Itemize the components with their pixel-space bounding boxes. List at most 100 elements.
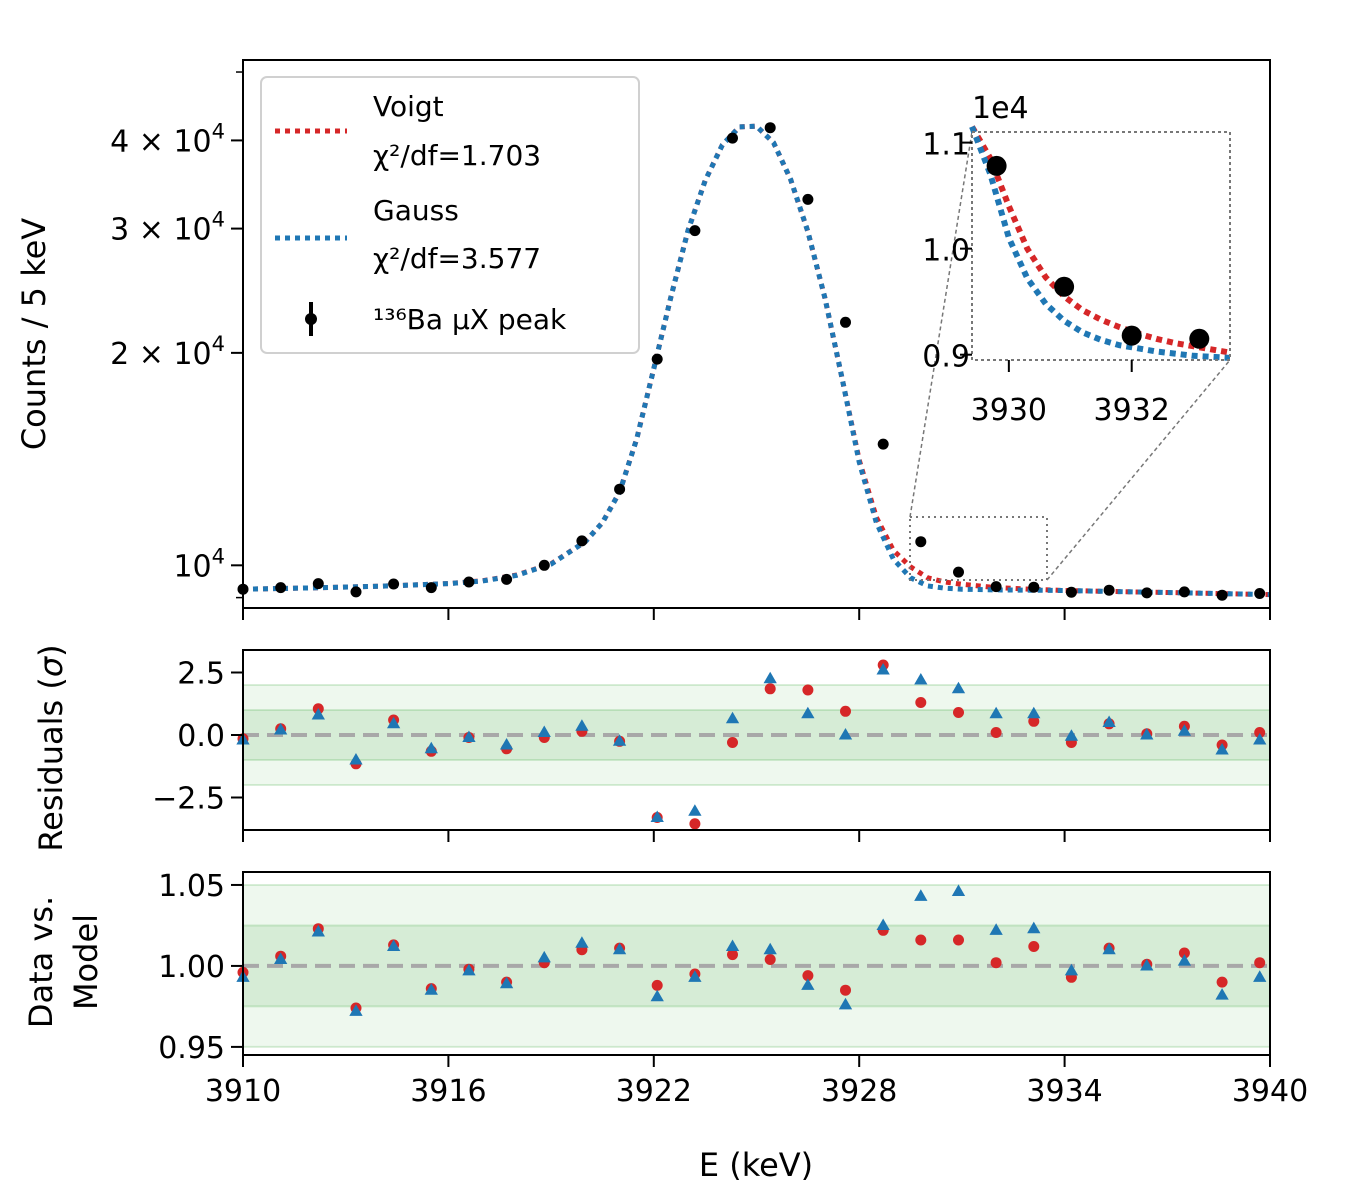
residuals-point-gauss bbox=[650, 810, 664, 823]
main-data-point bbox=[350, 586, 362, 598]
ratio-point-gauss bbox=[763, 942, 777, 955]
residuals-y-tick-label: 2.5 bbox=[177, 657, 225, 692]
residuals-panel: 2.5 0.0 −2.5 Residuals (σ) bbox=[32, 644, 1271, 852]
main-data-point bbox=[1065, 586, 1077, 598]
ratio-point-voigt bbox=[953, 934, 964, 946]
ratio-point-gauss bbox=[1102, 942, 1116, 955]
ratio-point-voigt bbox=[915, 934, 927, 946]
residuals-point-gauss bbox=[1215, 743, 1229, 755]
legend-data-marker bbox=[305, 313, 317, 325]
ratio-point-voigt bbox=[1178, 947, 1190, 959]
ratio-point-gauss bbox=[688, 970, 702, 982]
ratio-point-gauss bbox=[575, 936, 589, 948]
main-y-ticks: 104 2 × 104 3 × 104 4 × 104 bbox=[110, 71, 243, 599]
main-data-point bbox=[1141, 587, 1153, 599]
residuals-point-gauss bbox=[876, 663, 890, 675]
main-data-point bbox=[576, 535, 588, 547]
legend-box bbox=[260, 76, 640, 354]
main-plot-frame bbox=[242, 59, 1271, 609]
main-data-points bbox=[237, 122, 1266, 601]
residuals-point-gauss bbox=[688, 804, 702, 816]
inset-curve-voigt bbox=[969, 125, 1231, 356]
legend-gauss-chi2: χ²/df=3.577 bbox=[373, 242, 541, 275]
legend-gauss-title: Gauss bbox=[373, 194, 459, 227]
residuals-point-gauss bbox=[612, 734, 627, 746]
ratio-point-gauss bbox=[1064, 963, 1079, 976]
main-data-point bbox=[463, 576, 475, 588]
legend-data-label: ¹³⁶Ba μX peak bbox=[373, 303, 567, 336]
residuals-point-voigt bbox=[1254, 727, 1266, 738]
residuals-x-ticks bbox=[242, 830, 1271, 842]
inset-x-tick-label: 3932 bbox=[1094, 393, 1170, 428]
main-y-tick-label: 2 × 104 bbox=[110, 332, 225, 372]
residuals-point-gauss bbox=[763, 671, 777, 684]
inset-fit-curves bbox=[969, 125, 1231, 361]
main-data-point bbox=[388, 578, 400, 590]
main-data-point bbox=[727, 132, 738, 144]
inset-y-tick-label: 1.1 bbox=[922, 128, 970, 163]
ratio-x-tick-label: 3922 bbox=[616, 1074, 692, 1109]
residuals-label-sigma: σ bbox=[32, 655, 70, 677]
residuals-frame bbox=[242, 649, 1271, 831]
residuals-point-gauss bbox=[1177, 724, 1192, 736]
ratio-point-gauss bbox=[499, 976, 514, 989]
residuals-point-voigt bbox=[1028, 715, 1040, 727]
ratio-point-gauss bbox=[876, 918, 890, 930]
residuals-bands bbox=[243, 684, 1270, 786]
residuals-point-voigt bbox=[915, 697, 927, 708]
residuals-point-voigt bbox=[953, 707, 964, 718]
ratio-point-gauss bbox=[989, 923, 1003, 935]
ratio-point-voigt bbox=[1254, 957, 1266, 969]
main-data-point bbox=[312, 578, 324, 590]
residuals-point-gauss bbox=[311, 708, 325, 720]
residuals-point-gauss bbox=[1064, 729, 1079, 741]
ratio-point-gauss bbox=[914, 889, 928, 901]
ratio-point-gauss bbox=[1253, 970, 1267, 982]
ratio-y-ticks: 1.05 1.00 0.95 bbox=[158, 869, 243, 1066]
ratio-point-voigt bbox=[840, 984, 851, 996]
ratio-point-gauss bbox=[311, 924, 325, 937]
residuals-point-gauss bbox=[274, 723, 288, 735]
ratio-point-voigt bbox=[802, 970, 814, 982]
main-y-tick-label: 104 bbox=[173, 544, 225, 584]
inset-data-points bbox=[986, 155, 1210, 349]
main-data-point bbox=[990, 581, 1002, 593]
ratio-point-voigt bbox=[651, 979, 663, 991]
main-x-ticks bbox=[242, 608, 1271, 620]
inset-y-tick-label: 1.0 bbox=[922, 234, 970, 269]
residuals-y-tick-label: 0.0 bbox=[177, 719, 225, 754]
ratio-point-gauss bbox=[274, 952, 288, 965]
ratio-x-tick-label: 3928 bbox=[821, 1074, 897, 1109]
residuals-point-voigt bbox=[764, 683, 776, 695]
residuals-points bbox=[236, 659, 1267, 830]
main-data-point bbox=[1254, 588, 1266, 599]
ratio-points bbox=[236, 884, 1267, 1016]
x-axis-label: E (keV) bbox=[699, 1146, 813, 1184]
inset-zoom-region bbox=[909, 516, 1048, 581]
inset-data-point bbox=[1189, 328, 1210, 349]
residuals-y-ticks: 2.5 0.0 −2.5 bbox=[152, 657, 243, 817]
residuals-point-voigt bbox=[802, 684, 814, 696]
inset-y-tick-label: 0.9 bbox=[922, 340, 970, 375]
inset-zoom-plot: 0.9 1.0 1.1 3930 3932 1e4 bbox=[922, 91, 1231, 428]
ratio-point-gauss bbox=[612, 942, 627, 955]
ratio-y-tick-label: 1.00 bbox=[158, 950, 225, 985]
main-fit-curves bbox=[242, 123, 1271, 598]
main-data-point bbox=[501, 573, 513, 585]
residuals-point-gauss bbox=[951, 681, 966, 694]
main-data-point bbox=[275, 582, 287, 594]
residuals-point-gauss bbox=[914, 673, 928, 685]
inset-data-point bbox=[1121, 325, 1142, 346]
ratio-x-tick-label: 3934 bbox=[1026, 1074, 1102, 1109]
ratio-point-gauss bbox=[462, 963, 476, 976]
legend: Voigt χ²/df=1.703 Gauss χ²/df=3.577 ¹³⁶B… bbox=[260, 76, 640, 354]
main-data-point bbox=[802, 193, 814, 205]
ratio-x-tick-label: 3940 bbox=[1232, 1074, 1308, 1109]
residuals-point-gauss bbox=[575, 719, 589, 731]
ratio-x-tick-label: 3916 bbox=[410, 1074, 486, 1109]
ratio-point-gauss bbox=[386, 939, 401, 952]
residuals-point-voigt bbox=[990, 727, 1002, 738]
main-data-point bbox=[651, 353, 663, 365]
